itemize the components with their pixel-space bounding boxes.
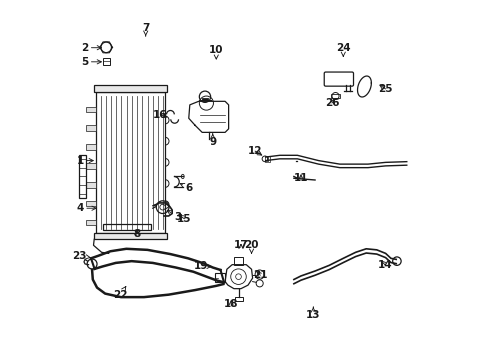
Text: 2: 2 <box>81 43 101 53</box>
Text: 22: 22 <box>113 287 127 300</box>
Text: 11: 11 <box>293 173 307 183</box>
Text: 26: 26 <box>324 98 339 108</box>
Bar <box>214 274 224 282</box>
Text: 4: 4 <box>77 203 96 213</box>
Bar <box>85 144 96 150</box>
Text: 7: 7 <box>142 23 149 36</box>
Bar <box>85 107 96 112</box>
Bar <box>85 220 96 225</box>
Text: 20: 20 <box>244 240 258 253</box>
Bar <box>79 155 85 198</box>
Text: 12: 12 <box>247 146 262 156</box>
Text: 9: 9 <box>209 134 216 147</box>
Text: 24: 24 <box>335 43 350 56</box>
Bar <box>94 85 167 92</box>
Bar <box>233 257 243 265</box>
Bar <box>103 58 109 65</box>
Text: 8: 8 <box>133 229 140 239</box>
Text: 25: 25 <box>378 84 392 94</box>
Text: 23: 23 <box>72 251 90 261</box>
Text: 19: 19 <box>194 261 211 271</box>
Text: 3: 3 <box>167 210 181 222</box>
Bar <box>85 163 96 169</box>
Text: 21: 21 <box>253 270 267 280</box>
Text: 6: 6 <box>180 183 192 193</box>
Text: 18: 18 <box>224 299 238 309</box>
Bar <box>85 125 96 131</box>
Bar <box>235 297 242 301</box>
Bar <box>85 201 96 206</box>
Bar <box>267 156 269 162</box>
Text: 15: 15 <box>177 214 191 224</box>
Bar <box>85 182 96 188</box>
Text: 13: 13 <box>305 307 320 320</box>
Bar <box>94 233 167 239</box>
Text: 14: 14 <box>378 260 392 270</box>
Bar <box>96 92 165 233</box>
Bar <box>103 224 151 230</box>
Text: 17: 17 <box>233 240 248 250</box>
Text: 5: 5 <box>81 57 101 67</box>
Text: 1: 1 <box>77 156 93 166</box>
Bar <box>264 156 266 162</box>
Text: 10: 10 <box>208 45 223 59</box>
Bar <box>330 94 339 98</box>
Text: 16: 16 <box>153 110 167 120</box>
